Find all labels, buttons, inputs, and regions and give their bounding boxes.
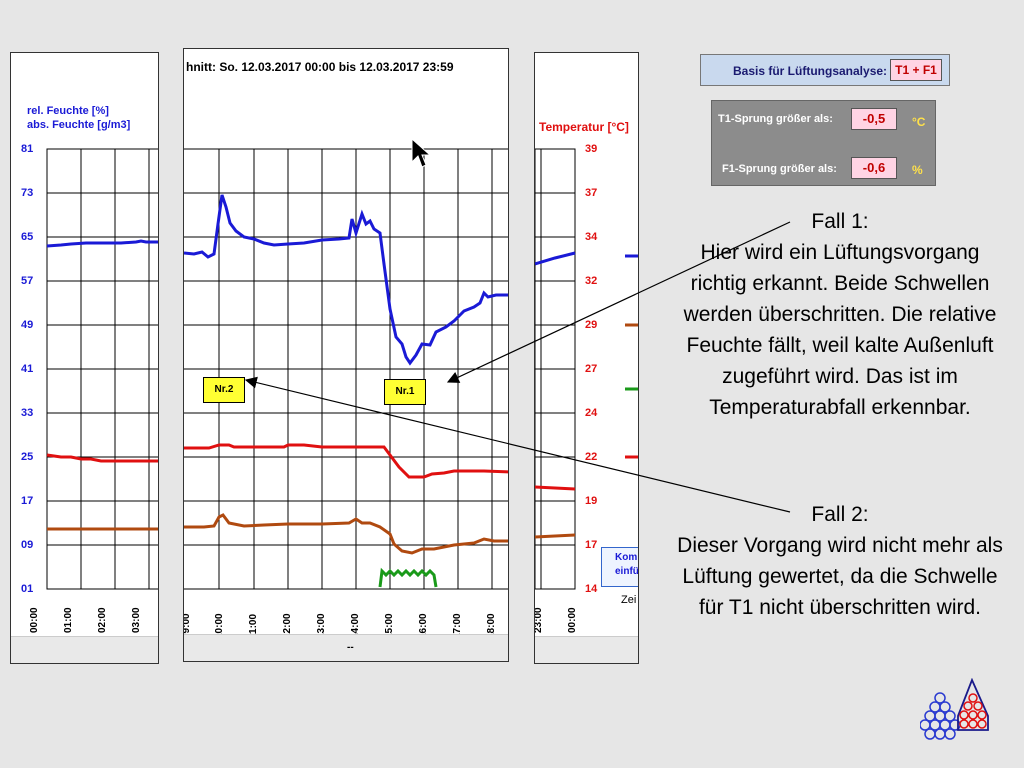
mouse-cursor-icon	[411, 138, 431, 168]
y-tick: 81	[21, 143, 34, 155]
x-tick: 00:00	[29, 607, 40, 633]
y-tick: 24	[585, 407, 598, 419]
y-tick: 49	[21, 319, 34, 331]
fall2-text: Dieser Vorgang wird nicht mehr als Lüftu…	[677, 534, 1003, 619]
y-tick: 65	[21, 231, 34, 243]
right-panel-footer	[535, 636, 638, 663]
rel-humidity-axis-label: rel. Feuchte [%]	[27, 105, 109, 117]
f1-threshold-label: F1-Sprung größer als:	[722, 163, 837, 175]
y-tick: 33	[21, 407, 34, 419]
y-tick: 41	[21, 363, 34, 375]
partial-label: Zei	[621, 594, 637, 606]
left-panel-footer	[11, 636, 158, 663]
left-chart-panel: rel. Feuchte [%] abs. Feuchte [g/m3] 81 …	[10, 52, 159, 664]
partial-button[interactable]: Kom einfü	[601, 547, 638, 587]
y-tick: 14	[585, 583, 598, 595]
x-tick: 02:00	[97, 607, 108, 633]
x-tick: 23:00	[534, 607, 544, 633]
t1-threshold-label: T1-Sprung größer als:	[718, 113, 833, 125]
rel-humidity-line	[184, 194, 508, 366]
y-tick: 17	[585, 539, 598, 551]
f1-unit: %	[912, 163, 923, 177]
y-tick: 34	[585, 231, 598, 243]
x-tick: 03:00	[131, 607, 142, 633]
ventilation-tag-nr2[interactable]: Nr.2	[203, 377, 245, 403]
time-range-title: hnitt: So. 12.03.2017 00:00 bis 12.03.20…	[186, 60, 454, 74]
right-temperature-line	[535, 485, 576, 491]
t1-unit: °C	[912, 115, 926, 129]
x-tick: 01:00	[63, 607, 74, 633]
y-tick: 39	[585, 143, 598, 155]
y-tick: 01	[21, 583, 34, 595]
analysis-basis-label: Basis für Lüftungsanalyse:	[733, 64, 888, 78]
right-chart-panel: Temperatur [°C] 39 37 34 32 29 27 24 22 …	[534, 52, 639, 664]
temperature-axis-label: Temperatur [°C]	[539, 120, 629, 134]
left-plot	[46, 148, 158, 590]
ventilation-marker	[378, 567, 438, 588]
t1-threshold-input[interactable]: -0,5	[851, 108, 897, 130]
y-tick: 09	[21, 539, 34, 551]
analysis-basis-value[interactable]: T1 + F1	[890, 59, 942, 81]
y-tick: 73	[21, 187, 34, 199]
footer-text: --	[347, 642, 354, 653]
y-tick: 25	[21, 451, 34, 463]
company-logo	[920, 678, 989, 740]
f1-threshold-input[interactable]: -0,6	[851, 157, 897, 179]
y-tick: 17	[21, 495, 34, 507]
ventilation-tag-nr1[interactable]: Nr.1	[384, 379, 426, 405]
y-tick: 57	[21, 275, 34, 287]
right-plot	[535, 148, 638, 590]
abs-humidity-line	[184, 513, 508, 555]
left-rel-humidity-line	[46, 239, 158, 248]
y-tick: 27	[585, 363, 598, 375]
fall1-text: Hier wird ein Lüftungsvorgang richtig er…	[683, 241, 997, 419]
fall1-title: Fall 1:	[811, 210, 869, 233]
threshold-settings-panel: T1-Sprung größer als: -0,5 °C F1-Sprung …	[711, 100, 936, 186]
x-tick: 00:00	[567, 607, 578, 633]
analysis-basis-bar: Basis für Lüftungsanalyse: T1 + F1	[700, 54, 950, 86]
middle-plot	[184, 148, 508, 590]
right-abs-humidity-line	[535, 533, 576, 539]
middle-panel-footer: --	[184, 634, 508, 661]
abs-humidity-axis-label: abs. Feuchte [g/m3]	[27, 119, 131, 131]
y-tick: 37	[585, 187, 598, 199]
temperature-line	[184, 443, 508, 479]
fall2-title: Fall 2:	[811, 503, 869, 526]
y-tick: 22	[585, 451, 598, 463]
y-tick: 32	[585, 275, 598, 287]
middle-chart-panel: hnitt: So. 12.03.2017 00:00 bis 12.03.20…	[183, 48, 509, 662]
left-temperature-line	[46, 453, 158, 463]
y-tick: 29	[585, 319, 598, 331]
y-tick: 19	[585, 495, 598, 507]
